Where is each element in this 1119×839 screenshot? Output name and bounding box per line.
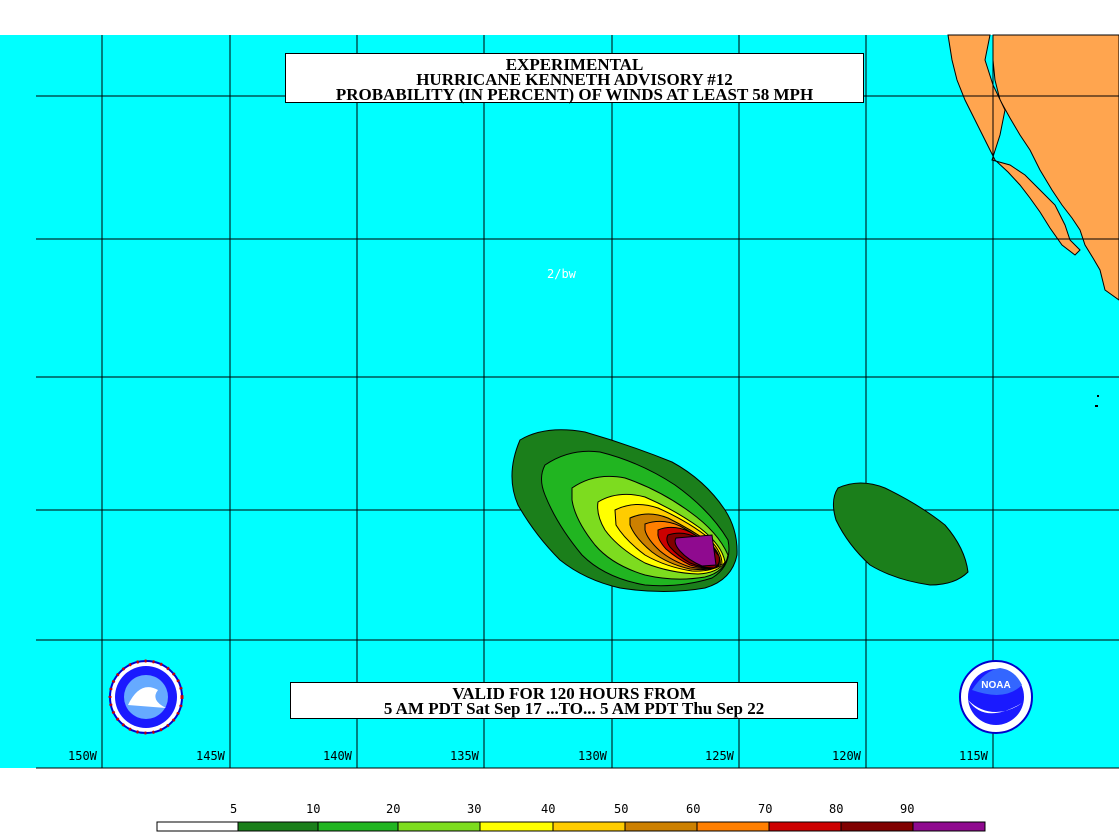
svg-text:NOAA: NOAA [981,680,1010,691]
legend-label: 10 [306,802,321,816]
legend-swatch [696,821,770,832]
valid-period-box: VALID FOR 120 HOURS FROM 5 AM PDT Sat Se… [290,682,858,719]
valid-line-1: VALID FOR 120 HOURS FROM [452,684,696,703]
title-line-2: HURRICANE KENNETH ADVISORY #12 [416,70,733,89]
noaa-logo: NOAA [959,660,1033,734]
graticule [36,35,1119,768]
probability-contour-secondary [832,482,969,586]
legend-swatch [840,821,914,832]
legend-label: 70 [758,802,773,816]
legend-label: 20 [386,802,401,816]
lon-label-130w: 130W [578,749,607,763]
lon-label-140w: 140W [323,749,352,763]
legend-swatch [768,821,842,832]
lon-label-135w: 135W [450,749,479,763]
legend-swatch [624,821,698,832]
legend-swatch [237,821,319,832]
probability-contours-main [511,429,738,592]
lon-label-145w: 145W [196,749,225,763]
lon-label-115w: 115W [959,749,988,763]
lon-label-120w: 120W [832,749,861,763]
legend-label: 50 [614,802,629,816]
valid-line-2: 5 AM PDT Sat Sep 17 ...TO... 5 AM PDT Th… [383,699,765,718]
map-annotation: 2/bw [547,267,576,281]
legend-swatch [912,821,986,832]
island [1095,405,1098,407]
legend-swatch [317,821,399,832]
ocean [0,35,1119,768]
lon-label-125w: 125W [705,749,734,763]
title-line-3: PROBABILITY (IN PERCENT) OF WINDS AT LEA… [335,85,814,104]
legend-swatch [552,821,626,832]
legend-label: 40 [541,802,556,816]
legend-label: 60 [686,802,701,816]
nws-logo [108,659,184,735]
island [1097,395,1099,397]
land-baja [947,34,1081,256]
legend-label: 80 [829,802,844,816]
legend-swatch [397,821,481,832]
legend-label: 90 [900,802,915,816]
title-box: EXPERIMENTAL HURRICANE KENNETH ADVISORY … [285,53,864,103]
legend-label: 5 [230,802,238,816]
legend-swatch [479,821,554,832]
legend-swatch [156,821,239,832]
lon-label-150w: 150W [68,749,97,763]
title-line-1: EXPERIMENTAL [505,55,644,74]
legend-colorbar [156,821,986,832]
legend-label: 30 [467,802,482,816]
